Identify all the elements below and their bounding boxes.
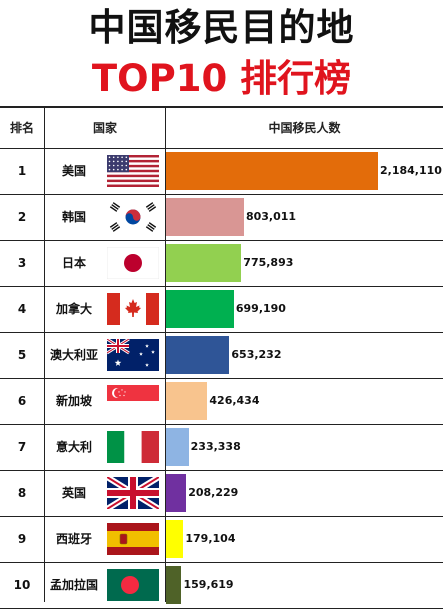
- table-row: 3 日本 775,893: [0, 240, 443, 287]
- bar: [166, 428, 189, 466]
- country-name: 西班牙: [55, 532, 92, 546]
- italy-flag-icon: [107, 431, 159, 463]
- column-divider: [44, 108, 45, 602]
- bar: [166, 382, 208, 420]
- value-label: 2,184,110: [380, 164, 442, 177]
- usa-flag-icon: [107, 155, 159, 187]
- country-name: 孟加拉国: [49, 578, 98, 592]
- bar: [166, 198, 244, 236]
- rank-header: 排名: [9, 121, 34, 135]
- country-name: 美国: [61, 164, 86, 178]
- value-label: 179,104: [185, 532, 236, 545]
- table-row: 4 加拿大 699,190: [0, 286, 443, 333]
- column-divider: [165, 108, 166, 602]
- bar: [166, 520, 184, 558]
- country-name: 加拿大: [55, 302, 92, 316]
- bar: [166, 566, 182, 604]
- chart-header: 中国移民目的地 TOP10 排行榜: [0, 0, 443, 106]
- country-name: 韩国: [61, 210, 86, 224]
- country-name: 澳大利亚: [49, 348, 98, 362]
- table-row: 8 英国 208,229: [0, 470, 443, 517]
- rank-cell: 5: [17, 348, 27, 362]
- bar: [166, 244, 242, 282]
- table-row: 2 韩国 803,011: [0, 194, 443, 241]
- japan-flag-icon: [107, 247, 159, 279]
- table-row: 10 孟加拉国 159,619: [0, 562, 443, 609]
- bar: [166, 336, 230, 374]
- value-label: 653,232: [231, 348, 282, 361]
- rank-cell: 4: [17, 302, 27, 316]
- country-name: 意大利: [55, 440, 92, 454]
- table-row: 5 澳大利亚 653,232: [0, 332, 443, 379]
- country-name: 新加坡: [55, 394, 92, 408]
- spain-flag-icon: [107, 523, 159, 555]
- table-row: 6 新加坡 426,434: [0, 378, 443, 425]
- value-label: 803,011: [245, 210, 297, 223]
- rank-cell: 6: [17, 394, 27, 408]
- rank-cell: 8: [17, 486, 27, 500]
- canada-flag-icon: [107, 293, 159, 325]
- country-header: 国家: [92, 121, 117, 135]
- singapore-flag-icon: [107, 385, 159, 417]
- rank-cell: 1: [17, 164, 27, 178]
- country-name: 英国: [61, 486, 86, 500]
- table-header-row: 排名 国家 中国移民人数: [0, 108, 443, 149]
- bar: [166, 474, 187, 512]
- chart-subtitle: TOP10 排行榜: [91, 57, 352, 100]
- ranking-table: 排名 国家 中国移民人数 1 美国 2,184,110 2 韩国 803,011 3 日本 77…: [0, 106, 443, 609]
- value-header: 中国移民人数: [268, 121, 341, 135]
- bar: [166, 152, 378, 190]
- rank-cell: 10: [13, 578, 31, 592]
- table-row: 9 西班牙 179,104: [0, 516, 443, 563]
- value-label: 233,338: [190, 440, 241, 453]
- australia-flag-icon: [107, 339, 159, 371]
- rank-cell: 9: [17, 532, 27, 546]
- value-label: 208,229: [188, 486, 239, 499]
- country-name: 日本: [61, 256, 86, 270]
- rank-cell: 2: [17, 210, 27, 224]
- uk-flag-icon: [107, 477, 159, 509]
- value-label: 426,434: [209, 394, 260, 407]
- table-row: 1 美国 2,184,110: [0, 148, 443, 195]
- value-label: 699,190: [235, 302, 286, 315]
- bangladesh-flag-icon: [107, 569, 159, 601]
- chart-title: 中国移民目的地: [88, 6, 355, 49]
- value-label: 775,893: [243, 256, 294, 269]
- rank-cell: 3: [17, 256, 27, 270]
- bar: [166, 290, 234, 328]
- rank-cell: 7: [17, 440, 27, 454]
- table-row: 7 意大利 233,338: [0, 424, 443, 471]
- value-label: 159,619: [183, 578, 234, 591]
- south-korea-flag-icon: [107, 201, 159, 233]
